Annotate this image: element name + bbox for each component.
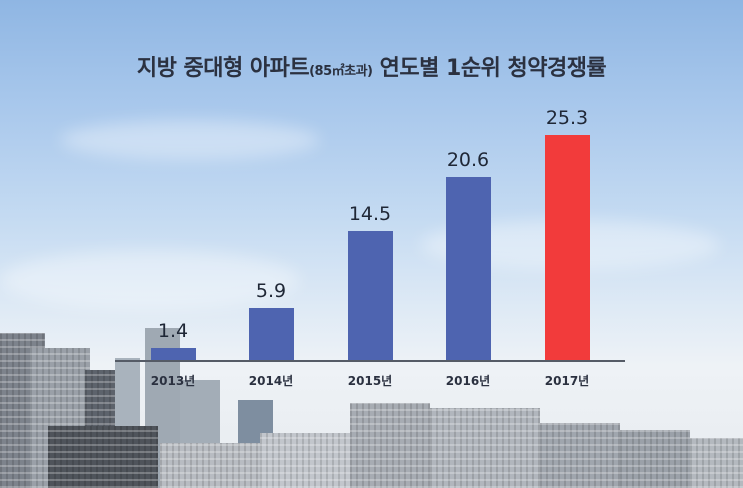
x-axis-tick-label: 2016년 [445,374,491,388]
bar-2016년 [446,177,491,360]
bar-value-label: 5.9 [255,280,287,302]
x-axis-tick-label: 2015년 [347,374,393,388]
bar-2014년 [249,308,294,360]
cloud [0,250,300,310]
x-axis-tick-label: 2014년 [248,374,294,388]
x-axis-line [115,360,625,362]
x-axis-tick-label: 2017년 [544,374,590,388]
bar-2017년 [545,135,590,360]
bar-value-label: 14.5 [348,203,392,225]
x-axis-tick-label: 2013년 [150,374,196,388]
title-unit: (85㎡초과) [309,64,373,79]
bar-2013년 [151,348,196,360]
bar-value-label: 20.6 [446,149,490,171]
bar-value-label: 25.3 [545,107,589,129]
title-rest: 연도별 1순위 청약경쟁률 [372,56,607,81]
bar-2015년 [348,231,393,360]
title-main: 지방 중대형 아파트 [136,56,310,81]
cloud [60,120,320,160]
bar-value-label: 1.4 [157,320,189,342]
chart-title: 지방 중대형 아파트(85㎡초과) 연도별 1순위 청약경쟁률 [0,50,743,82]
